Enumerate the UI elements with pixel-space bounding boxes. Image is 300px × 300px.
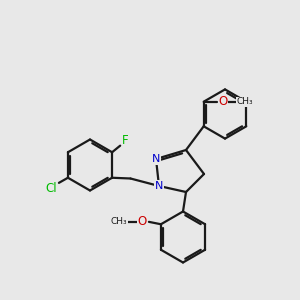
Text: CH₃: CH₃ bbox=[237, 97, 254, 106]
Text: N: N bbox=[155, 181, 163, 191]
Text: O: O bbox=[137, 215, 147, 228]
Text: N: N bbox=[152, 154, 160, 164]
Text: Cl: Cl bbox=[45, 182, 57, 195]
Text: O: O bbox=[219, 95, 228, 108]
Text: CH₃: CH₃ bbox=[111, 217, 127, 226]
Text: F: F bbox=[122, 134, 129, 147]
